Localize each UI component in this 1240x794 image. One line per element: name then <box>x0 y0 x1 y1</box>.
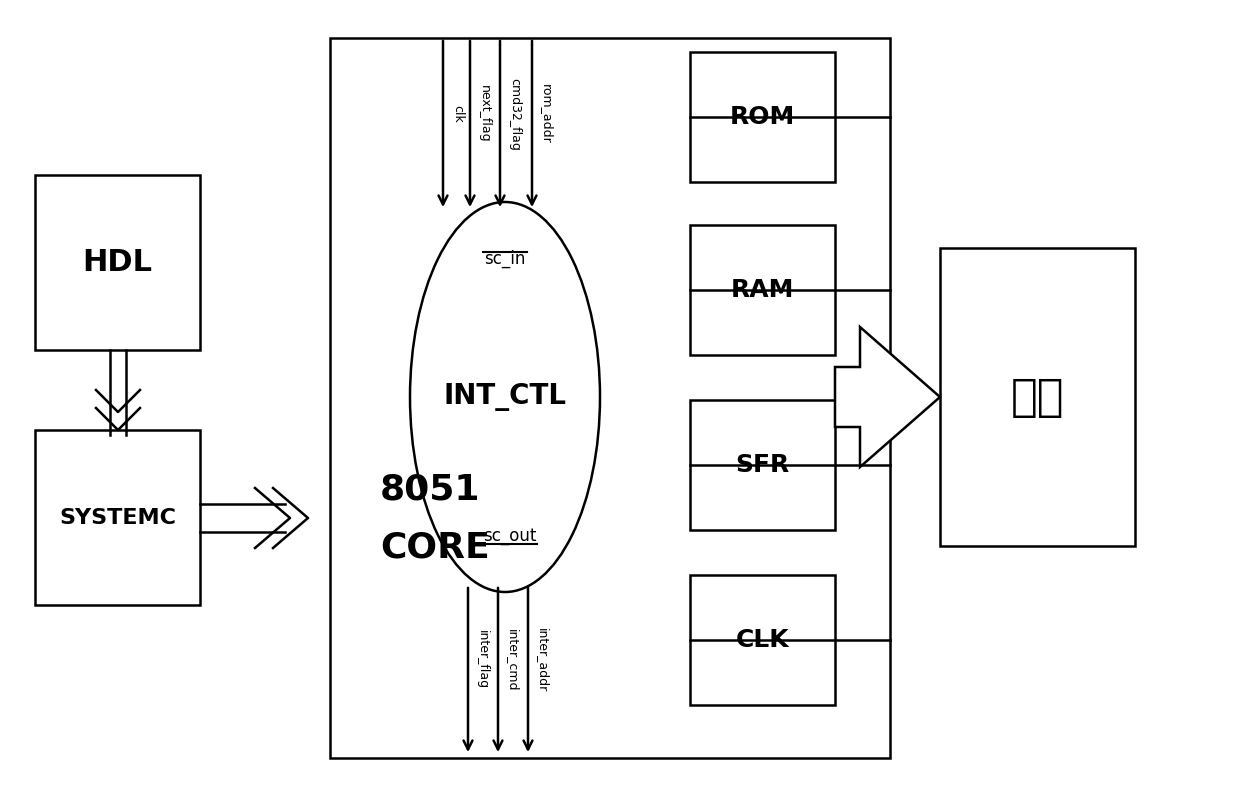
Text: inter_flag: inter_flag <box>476 630 489 689</box>
Text: sc_out: sc_out <box>484 527 537 545</box>
Text: CORE: CORE <box>379 531 490 565</box>
Bar <box>689 575 835 705</box>
Bar <box>35 430 200 605</box>
Text: clk: clk <box>451 105 464 123</box>
Bar <box>689 400 835 530</box>
Text: inter_cmd: inter_cmd <box>506 629 520 692</box>
Text: sc_in: sc_in <box>485 250 526 268</box>
Text: HDL: HDL <box>83 248 153 277</box>
Bar <box>330 38 890 758</box>
Text: INT_CTL: INT_CTL <box>444 383 567 411</box>
Bar <box>689 225 835 355</box>
Text: cmd32_flag: cmd32_flag <box>508 78 521 150</box>
Text: inter_addr: inter_addr <box>536 628 549 692</box>
Text: RAM: RAM <box>730 278 794 302</box>
Text: 验证: 验证 <box>1011 376 1064 418</box>
Ellipse shape <box>410 202 600 592</box>
Bar <box>689 52 835 182</box>
Text: rom_addr: rom_addr <box>539 84 553 144</box>
Bar <box>940 248 1135 546</box>
Text: ROM: ROM <box>730 105 795 129</box>
Text: 8051: 8051 <box>379 473 481 507</box>
Text: next_flag: next_flag <box>477 85 491 143</box>
Text: SYSTEMC: SYSTEMC <box>60 507 176 527</box>
Text: SFR: SFR <box>735 453 790 477</box>
Bar <box>35 175 200 350</box>
Text: CLK: CLK <box>735 628 790 652</box>
Polygon shape <box>835 327 940 467</box>
